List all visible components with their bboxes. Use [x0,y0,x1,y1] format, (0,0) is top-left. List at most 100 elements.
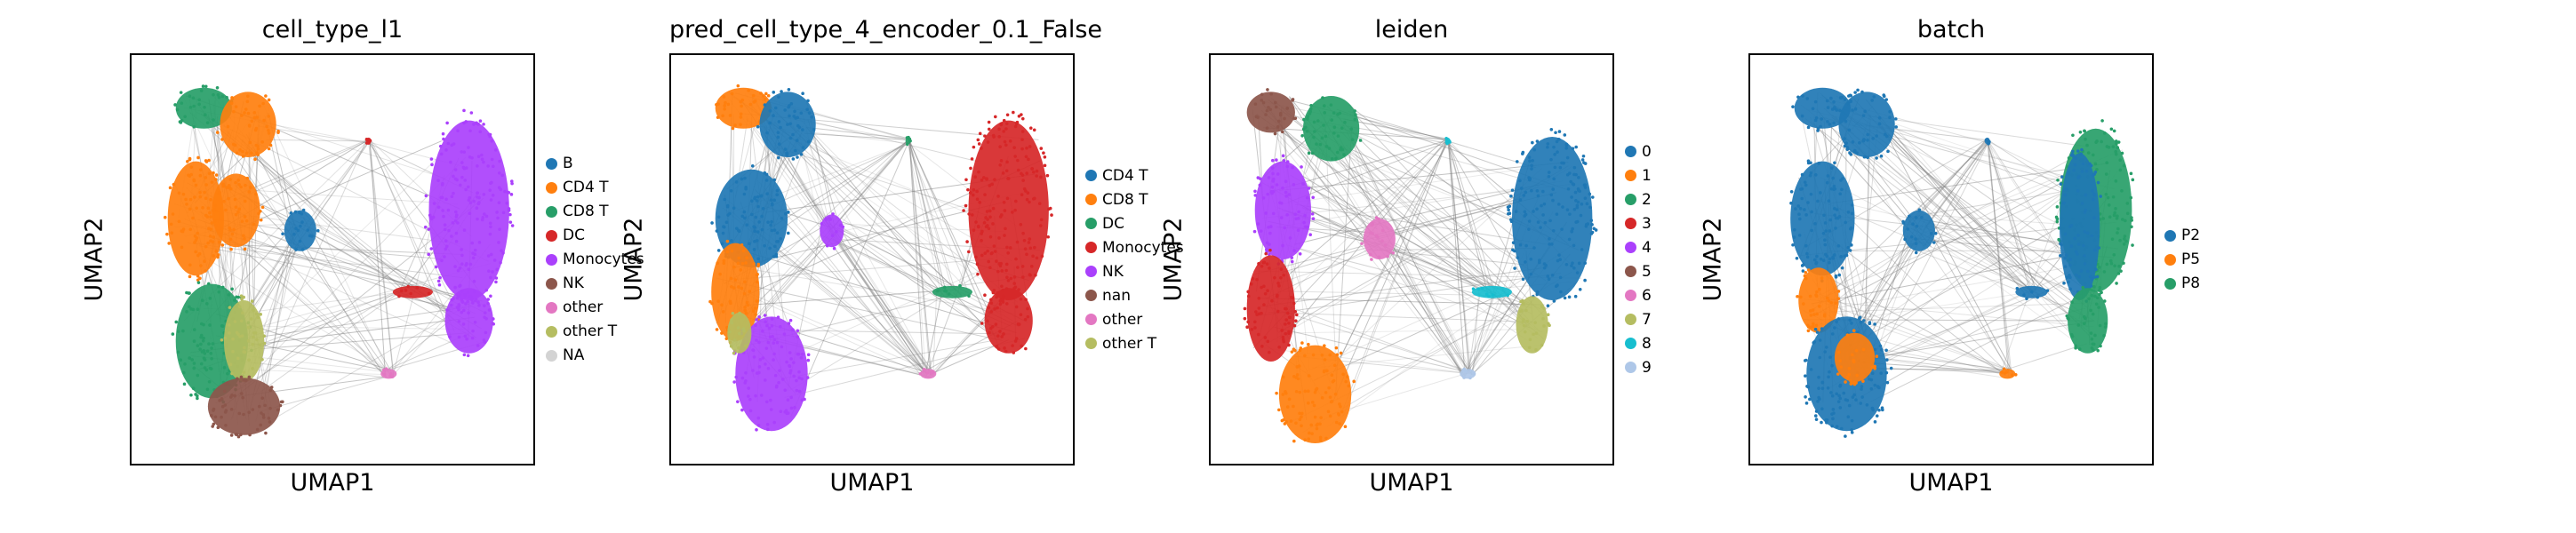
cell-point [1542,306,1546,310]
cell-point [1568,212,1572,216]
cell-point [1012,146,1016,149]
graph-edge [1386,241,1532,315]
cell-point [788,351,792,354]
cell-point [1831,255,1835,259]
cell-point [1261,196,1266,200]
graph-edge [727,285,924,376]
cell-point [1300,134,1304,138]
cell-point [1805,251,1809,256]
cell-point [1035,169,1039,173]
graph-edge [908,139,944,290]
cell-point [1276,119,1281,123]
cell-point [743,280,747,284]
cell-point [462,150,467,154]
cell-point [1581,154,1586,158]
legend-label: other [563,298,604,316]
cell-point [261,101,265,106]
cell-point [1558,258,1563,261]
cell-point [200,350,204,354]
cell-point [2068,263,2072,267]
graph-edge [271,299,476,421]
cell-point [768,109,772,113]
cell-point [2093,333,2097,338]
cell-point [1548,237,1551,241]
cell-point [461,165,466,170]
cell-point [1839,179,1843,182]
cell-point [1008,246,1012,250]
cell-point [268,420,272,424]
cluster-body [1278,345,1352,443]
cell-point [428,215,433,219]
cell-point [1260,311,1263,315]
cell-point [1549,127,1554,131]
cell-point [2105,262,2109,266]
cell-point [2065,314,2069,318]
cell-point [1016,158,1020,163]
cell-point [772,178,777,182]
cell-point [2103,325,2108,329]
cell-point [1522,323,1526,328]
cell-point [443,255,446,259]
cell-point [1565,208,1570,211]
cell-point [1534,331,1539,335]
cell-point [1344,379,1348,384]
cell-point [1815,330,1820,334]
cell-point [1444,136,1448,140]
graph-edge [953,292,991,334]
cell-point [733,278,738,282]
cell-point [2004,370,2009,374]
cell-point [465,337,468,341]
cell-point [201,84,205,88]
cell-point [188,263,192,267]
cell-point [243,111,246,115]
cell-point [461,322,466,326]
cluster-9 [1460,367,1476,380]
cell-point [1847,366,1852,370]
cell-point [204,160,209,163]
cell-point [211,240,215,244]
cell-point [482,193,486,196]
cell-point [730,284,733,289]
cell-point [1343,425,1348,429]
cell-point [177,219,181,224]
cell-point [1549,157,1553,162]
cell-point [1264,211,1268,215]
cell-point [1000,269,1004,273]
cell-point [988,215,992,219]
cell-point [1318,435,1323,440]
cell-point [1257,296,1261,300]
cell-point [1809,192,1813,196]
cell-point [268,388,273,393]
cell-point [1287,193,1292,196]
cell-point [1797,234,1802,237]
legend-marker [1085,170,1097,181]
cell-point [1295,373,1300,377]
cell-point [988,209,992,213]
cell-point [1267,225,1270,229]
cell-point [983,134,987,138]
cell-point [985,177,988,181]
cell-point [220,340,224,345]
cell-point [801,146,805,149]
cell-point [484,316,488,321]
legend-marker [546,349,557,362]
cell-point [797,376,801,380]
cell-point [970,213,974,217]
cell-point [468,201,473,205]
y-axis-label: UMAP2 [1699,217,1727,302]
cell-point [770,228,774,233]
cell-point [791,328,795,331]
cell-point [1013,155,1018,158]
cell-point [1311,195,1316,200]
cell-point [446,208,451,212]
cell-point [788,364,792,369]
legend-label: other T [1102,334,1157,353]
cell-point [204,84,208,89]
cell-point [440,259,444,263]
graph-edge [1345,144,1538,339]
cell-point [1907,214,1911,219]
cell-point [1567,295,1572,299]
cell-point [715,229,719,233]
cell-point [1263,336,1268,339]
cell-point [2063,193,2068,197]
